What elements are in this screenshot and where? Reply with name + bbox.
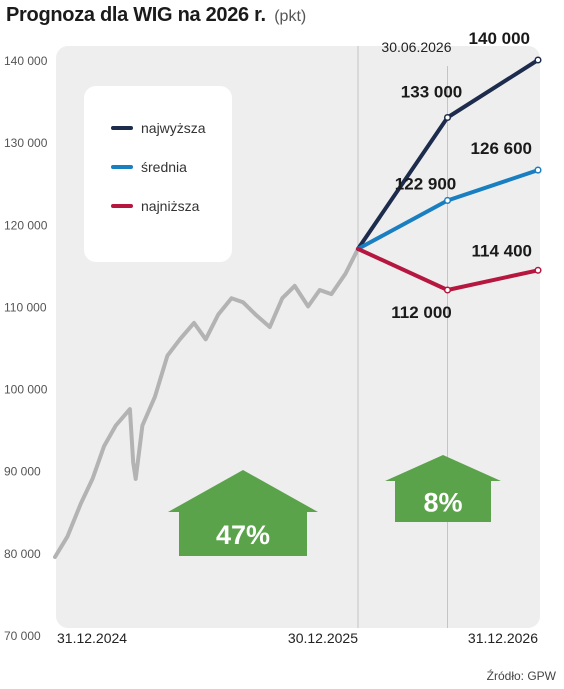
- y-tick-label: 110 000: [4, 300, 47, 314]
- legend-label: najniższa: [141, 198, 200, 214]
- y-tick-label: 90 000: [4, 465, 41, 479]
- x-tick-label: 30.12.2025: [288, 630, 358, 646]
- data-label: 112 000: [391, 303, 452, 322]
- forecast-point: [443, 286, 452, 294]
- chart-unit: (pkt): [274, 8, 307, 25]
- y-tick-label: 120 000: [4, 218, 48, 232]
- forecast-point: [534, 266, 542, 274]
- growth-arrow: [385, 455, 501, 522]
- legend-label: najwyższa: [141, 120, 206, 136]
- growth-arrow: [168, 470, 318, 556]
- data-label: 126 600: [471, 139, 532, 158]
- y-tick-label: 70 000: [4, 629, 41, 643]
- chart-title: Prognoza dla WIG na 2026 r.: [6, 4, 266, 26]
- y-tick-label: 80 000: [4, 547, 41, 561]
- source-note: Źródło: GPW: [486, 669, 556, 683]
- forecast-point: [534, 166, 542, 174]
- x-tick-label: 31.12.2024: [57, 630, 127, 646]
- y-tick-label: 130 000: [4, 136, 48, 150]
- title-row: Prognoza dla WIG na 2026 r. (pkt): [6, 4, 306, 27]
- forecast-point: [534, 56, 542, 64]
- growth-arrow-label: 47%: [216, 520, 270, 550]
- data-label: 114 400: [471, 241, 532, 260]
- y-tick-label: 140 000: [4, 54, 48, 68]
- data-label: 133 000: [401, 83, 462, 102]
- data-label: 140 000: [469, 29, 530, 48]
- history-line: [53, 246, 360, 559]
- forecast-point: [443, 196, 452, 205]
- legend-label: średnia: [141, 159, 187, 175]
- y-tick-label: 100 000: [4, 383, 48, 397]
- data-label: 122 900: [395, 174, 456, 193]
- forecast-point: [443, 113, 452, 122]
- x-tick-label: 31.12.2026: [468, 630, 538, 646]
- mid-date-label: 30.06.2026: [381, 39, 451, 55]
- growth-arrow-label: 8%: [423, 488, 462, 518]
